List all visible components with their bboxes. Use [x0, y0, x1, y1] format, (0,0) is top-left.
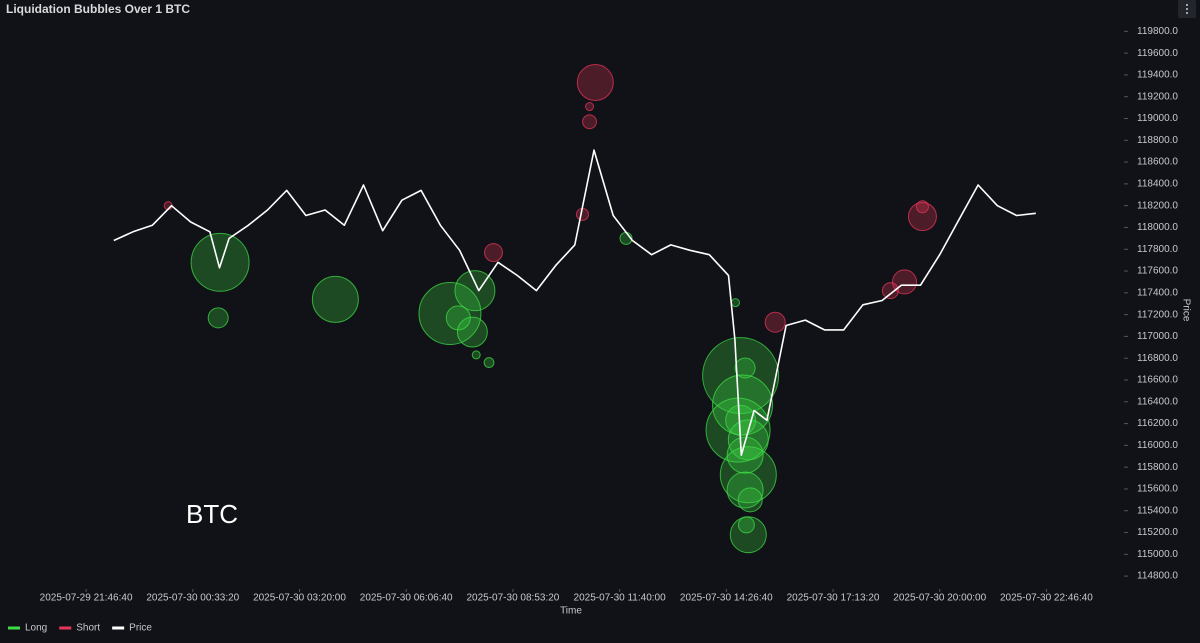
y-tick-label: 118600.0	[1137, 157, 1178, 168]
y-tick-label: 119800.0	[1137, 26, 1178, 37]
y-tick-label: 117000.0	[1137, 331, 1178, 342]
x-tick-label: 2025-07-30 14:26:40	[680, 593, 773, 604]
y-tick-label: 118400.0	[1137, 179, 1178, 190]
liquidation-bubble	[729, 516, 767, 554]
y-tick-label: 119200.0	[1137, 91, 1178, 102]
chart-title: Liquidation Bubbles Over 1 BTC	[6, 2, 190, 16]
liquidation-bubble	[484, 243, 503, 262]
y-tick-label: 116000.0	[1137, 440, 1178, 451]
liquidation-bubble	[207, 307, 229, 329]
liquidation-bubble	[731, 298, 741, 308]
menu-dot	[1186, 4, 1188, 6]
x-axis-label: Time	[560, 606, 582, 617]
liquidation-bubble	[585, 102, 595, 112]
y-tick-label: 116600.0	[1137, 375, 1178, 386]
liquidation-bubble	[471, 350, 481, 360]
y-tick-label: 115600.0	[1137, 484, 1178, 495]
y-tick-label: 119600.0	[1137, 48, 1178, 59]
menu-dot	[1186, 12, 1188, 14]
y-tick-label: 118800.0	[1137, 135, 1178, 146]
liquidation-bubble	[737, 487, 763, 513]
liquidation-bubble	[764, 311, 786, 333]
y-tick-label: 119000.0	[1137, 113, 1178, 124]
y-tick-label: 118200.0	[1137, 200, 1178, 211]
liquidation-bubble	[734, 357, 756, 379]
liquidation-bubble	[483, 357, 495, 368]
liquidation-bubble	[907, 202, 937, 232]
menu-dot	[1186, 8, 1188, 10]
y-tick-label: 117400.0	[1137, 287, 1178, 298]
liquidation-bubble	[881, 282, 899, 300]
liquidation-bubble	[726, 436, 764, 474]
legend-label: Short	[76, 623, 100, 634]
liquidation-bubble	[456, 316, 488, 348]
liquidation-bubble	[726, 471, 764, 509]
x-tick-label: 2025-07-30 20:00:00	[893, 593, 986, 604]
y-tick-label: 118000.0	[1137, 222, 1178, 233]
panel-menu[interactable]	[1178, 0, 1196, 18]
x-tick-label: 2025-07-30 11:40:00	[574, 593, 667, 604]
liquidation-bubble	[719, 446, 777, 504]
x-tick-label: 2025-07-30 06:06:40	[360, 593, 453, 604]
liquidation-bubble	[418, 282, 482, 346]
liquidation-bubble	[311, 275, 359, 323]
y-tick-label: 116400.0	[1137, 396, 1178, 407]
y-tick-label: 117800.0	[1137, 244, 1178, 255]
liquidation-bubble	[702, 337, 780, 415]
legend: Long Short Price	[8, 623, 152, 634]
price-line	[113, 149, 1036, 456]
legend-label: Long	[25, 623, 47, 634]
liquidation-bubble	[915, 200, 929, 214]
x-tick-label: 2025-07-29 21:46:40	[40, 593, 133, 604]
y-tick-label: 115400.0	[1137, 505, 1178, 516]
y-tick-label: 115000.0	[1137, 549, 1178, 560]
x-tick-label: 2025-07-30 22:46:40	[1000, 593, 1093, 604]
y-axis-label: Price	[1180, 299, 1191, 322]
liquidation-bubble	[727, 419, 769, 461]
x-tick-label: 2025-07-30 08:53:20	[466, 593, 559, 604]
liquidation-bubble	[190, 232, 250, 292]
y-tick-label: 116800.0	[1137, 353, 1178, 364]
x-tick-label: 2025-07-30 00:33:20	[146, 593, 239, 604]
y-tick-label: 117200.0	[1137, 309, 1178, 320]
liquidation-bubble	[445, 305, 471, 331]
y-tick-label: 114800.0	[1137, 571, 1178, 582]
y-tick-label: 115800.0	[1137, 462, 1178, 473]
watermark: BTC	[186, 499, 238, 529]
liquidation-bubble	[582, 114, 597, 130]
y-tick-label: 115200.0	[1137, 527, 1178, 538]
y-tick-label: 116200.0	[1137, 418, 1178, 429]
legend-label: Price	[129, 623, 152, 634]
y-tick-label: 117600.0	[1137, 266, 1178, 277]
liquidation-bubble	[576, 64, 614, 102]
y-tick-label: 119400.0	[1137, 70, 1178, 81]
x-tick-label: 2025-07-30 03:20:00	[253, 593, 346, 604]
plot-area	[113, 64, 1036, 554]
x-tick-label: 2025-07-30 17:13:20	[787, 593, 880, 604]
